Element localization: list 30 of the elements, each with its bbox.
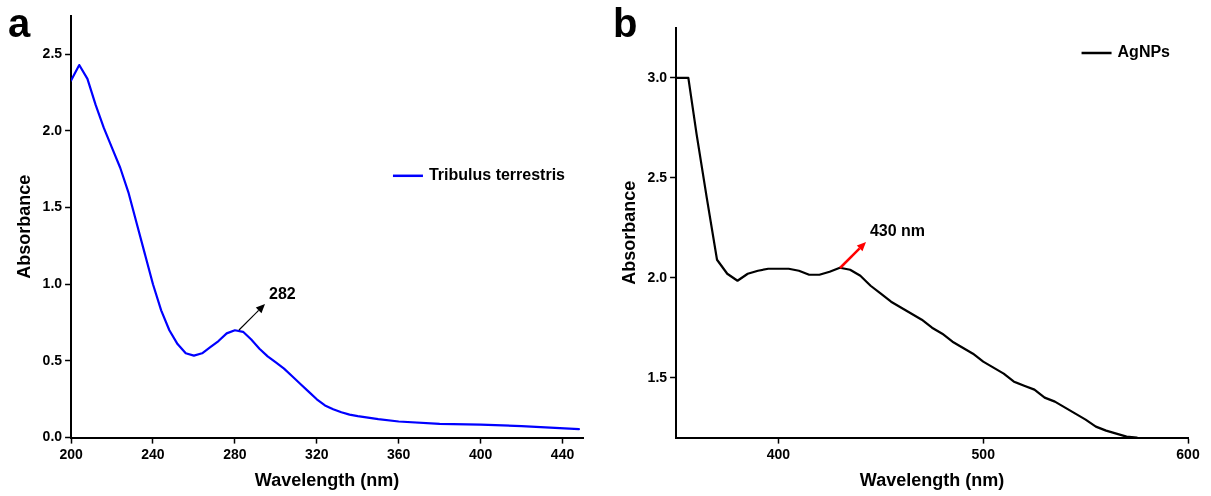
x-tick-label: 280 [223, 445, 247, 462]
y-tick-label: 1.5 [647, 368, 668, 385]
y-tick-label: 2.5 [647, 168, 668, 185]
x-tick-label: 400 [468, 445, 493, 462]
annotation: 430 nm [869, 222, 926, 240]
x-tick-label: 400 [766, 445, 791, 462]
y-tick-label: 2.5 [42, 45, 63, 62]
y-tick-label: 2.0 [42, 121, 63, 138]
x-tick-label: 440 [550, 445, 575, 462]
legend-label: Tribulus terrestris [428, 166, 566, 184]
y-tick-label: 1.0 [42, 275, 63, 292]
x-tick-label: 600 [1176, 445, 1200, 462]
x-tick-label: 200 [59, 445, 83, 462]
text: a [8, 1, 31, 46]
x-tick-label: 320 [305, 445, 329, 462]
x-axis-title: Wavelength (nm) [254, 470, 400, 491]
x-axis-title: Wavelength (nm) [859, 470, 1005, 491]
annotation: 282 [268, 284, 296, 302]
y-tick-label: 0.5 [42, 351, 63, 368]
x-tick-label: 500 [971, 445, 996, 462]
y-axis-title: Absorbance [13, 174, 34, 279]
y-axis-title: Absorbance [618, 180, 639, 285]
y-tick-label: 1.5 [42, 198, 63, 215]
x-tick-label: 360 [387, 445, 411, 462]
y-tick-label: 2.0 [647, 268, 668, 285]
y-tick-label: 3.0 [647, 68, 668, 85]
legend-label: AgNPs [1117, 43, 1171, 61]
x-tick-label: 240 [141, 445, 165, 462]
y-tick-label: 0.0 [42, 428, 63, 445]
text: b [613, 1, 638, 46]
